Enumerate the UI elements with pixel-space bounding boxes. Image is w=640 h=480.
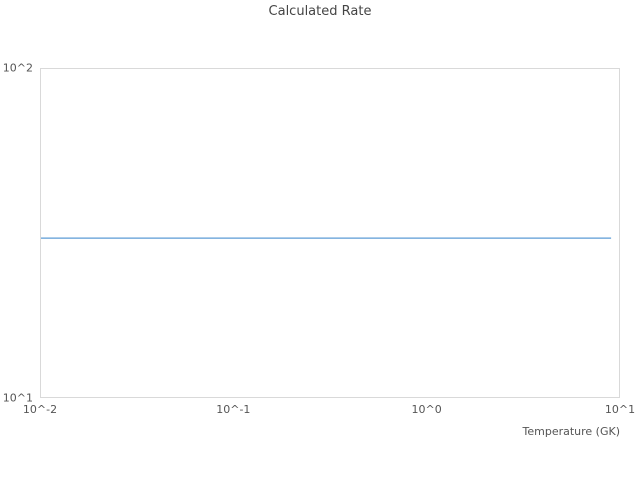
x-axis-label: Temperature (GK) bbox=[522, 425, 621, 438]
plot-svg bbox=[41, 237, 612, 239]
x-tick-label: 10^-2 bbox=[22, 403, 58, 416]
chart-title: Calculated Rate bbox=[268, 4, 372, 19]
plot-area bbox=[40, 68, 620, 398]
x-tick-label: 10^-1 bbox=[216, 403, 251, 416]
y-tick-label: 10^2 bbox=[2, 61, 33, 75]
y-tick-label: 10^1 bbox=[2, 391, 33, 405]
x-tick-label: 10^1 bbox=[604, 403, 636, 416]
x-tick-label: 10^0 bbox=[411, 403, 442, 416]
